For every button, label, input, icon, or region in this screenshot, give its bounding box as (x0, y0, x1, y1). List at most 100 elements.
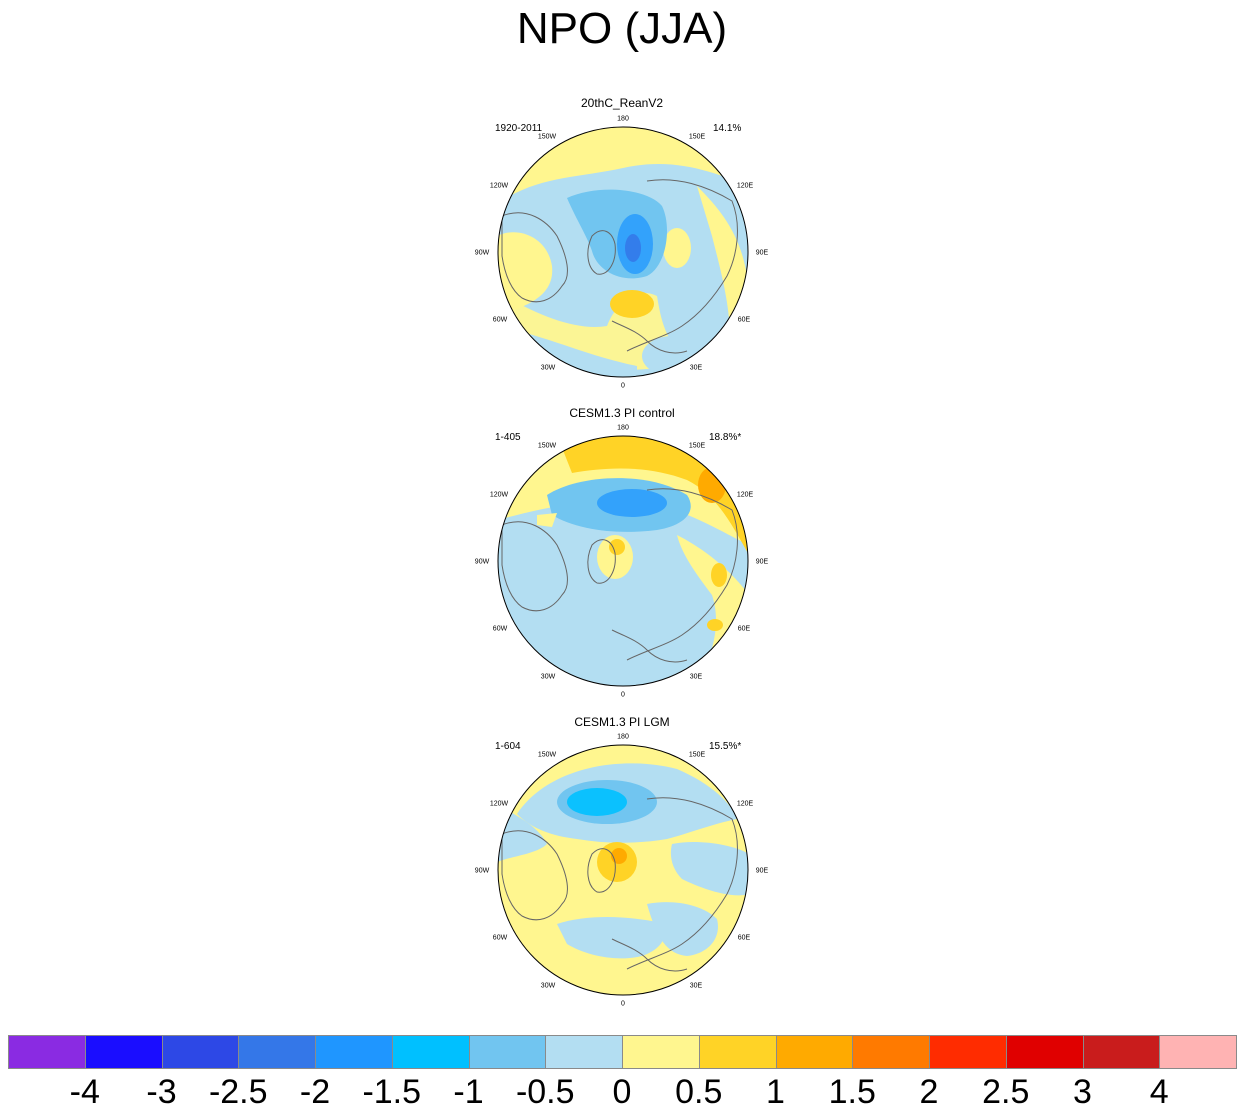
colorbar-tick-label: -1.5 (362, 1073, 422, 1111)
lon-label-120w: 120W (489, 491, 509, 499)
colorbar-tick-label: 4 (1149, 1073, 1169, 1111)
colorbar-box (545, 1035, 623, 1069)
lon-label-60e: 60E (737, 934, 751, 942)
colorbar-tick-label: -4 (69, 1073, 100, 1111)
colorbar-tick-label: -2 (299, 1073, 331, 1111)
lon-label-120w: 120W (489, 800, 509, 808)
field-neg1-core (597, 489, 667, 517)
colorbar-box (315, 1035, 393, 1069)
colorbar-tick-label: -3 (146, 1073, 177, 1111)
colorbar-tick-label: 3 (1073, 1073, 1092, 1111)
field-neg1-core (567, 788, 627, 816)
lon-label-180: 180 (617, 733, 629, 741)
lon-label-150e: 150E (688, 442, 706, 450)
panel-title: CESM1.3 PI control (569, 406, 675, 420)
field-pos0-left-spot (537, 513, 557, 527)
colorbar-box (468, 1035, 547, 1069)
polar-map-1 (497, 126, 749, 378)
lon-label-0: 0 (621, 1000, 625, 1008)
panel-title: 20thC_ReanV2 (580, 96, 664, 110)
field-pos0_5-right2 (707, 619, 723, 631)
lon-label-150w: 150W (537, 133, 557, 141)
lon-label-30e: 30E (689, 982, 703, 990)
lon-label-150w: 150W (537, 751, 557, 759)
colorbar-box (84, 1035, 163, 1069)
period-label: 1920-2011 (495, 123, 543, 134)
coastline-europe (611, 938, 688, 972)
colorbar-tick-label: 0.5 (675, 1073, 723, 1111)
colorbar-box (238, 1035, 316, 1069)
colorbar-box (161, 1035, 240, 1069)
lon-label-90e: 90E (755, 867, 769, 875)
lon-label-90e: 90E (755, 558, 769, 566)
coastline-eurasia (626, 797, 738, 970)
lon-label-60e: 60E (737, 625, 751, 633)
lon-label-90w: 90W (474, 249, 490, 257)
coastline-greenland (587, 230, 616, 275)
lon-label-120e: 120E (736, 182, 754, 190)
field-pos0-left-band (498, 232, 553, 316)
lon-label-0: 0 (621, 382, 625, 390)
polar-map-2 (497, 435, 749, 687)
field-neg0-southeast (647, 902, 718, 956)
lon-label-120w: 120W (489, 182, 509, 190)
colorbar (8, 1035, 1237, 1069)
field-neg0-south (557, 917, 665, 959)
colorbar-tick-label: 2.5 (982, 1073, 1030, 1111)
colorbar-tick-label: -1 (453, 1073, 484, 1111)
panel-title: CESM1.3 PI LGM (574, 715, 670, 729)
field-pos0_5-top-band (557, 436, 748, 555)
coastline-greenland (587, 539, 616, 584)
colorbar-box (622, 1035, 700, 1069)
field-neg0-right (670, 842, 748, 896)
period-label: 1-405 (495, 432, 521, 443)
coastline-north-america (501, 830, 568, 921)
colorbar-tick-label: -0.5 (515, 1073, 575, 1111)
field-pos0-top-band (498, 127, 748, 204)
field-pos0-siberia (663, 228, 691, 268)
lon-label-120e: 120E (736, 800, 754, 808)
lon-label-90w: 90W (474, 867, 490, 875)
colorbar-box (852, 1035, 930, 1069)
lon-label-30w: 30W (540, 982, 556, 990)
lon-label-60e: 60E (737, 316, 751, 324)
field-neg1_5-core (625, 234, 641, 262)
lon-label-30w: 30W (540, 364, 556, 372)
colorbar-box (929, 1035, 1007, 1069)
variance-percent-label: 15.5%* (709, 741, 742, 752)
lon-label-30e: 30E (689, 364, 703, 372)
lon-label-60w: 60W (492, 625, 508, 633)
polar-map-3 (497, 744, 749, 996)
variance-percent-label: 18.8%* (709, 432, 742, 443)
lon-label-60w: 60W (492, 934, 508, 942)
colorbar-box (1005, 1035, 1084, 1069)
colorbar-tick-label: -2.5 (208, 1073, 268, 1111)
coastline-north-america (501, 521, 568, 612)
coastline-eurasia (626, 179, 738, 352)
colorbar-tick-label: 2 (919, 1073, 939, 1111)
lon-label-30e: 30E (689, 673, 703, 681)
field-pos1-core (611, 848, 627, 864)
colorbar-box (698, 1035, 777, 1069)
lon-label-60w: 60W (492, 316, 508, 324)
field-pos0_5-center (609, 539, 625, 555)
colorbar-tick-label: 1.5 (828, 1073, 876, 1111)
colorbar-box (8, 1035, 86, 1069)
field-pos0_5-center (610, 290, 654, 318)
lon-label-150w: 150W (537, 442, 557, 450)
lon-label-90w: 90W (474, 558, 490, 566)
field-pos0_5-right (711, 563, 727, 587)
lon-label-180: 180 (617, 115, 629, 123)
coastline-north-america (501, 212, 568, 303)
lon-label-150e: 150E (688, 133, 706, 141)
variance-percent-label: 14.1% (713, 123, 742, 134)
lon-label-180: 180 (617, 424, 629, 432)
coastline-europe (611, 629, 688, 663)
colorbar-tick-label: 0 (612, 1073, 632, 1111)
colorbar-box (391, 1035, 470, 1069)
coastline-greenland (587, 848, 616, 893)
lon-label-0: 0 (621, 691, 625, 699)
colorbar-box (775, 1035, 854, 1069)
lon-label-30w: 30W (540, 673, 556, 681)
colorbar-tick-label: 1 (766, 1073, 785, 1111)
